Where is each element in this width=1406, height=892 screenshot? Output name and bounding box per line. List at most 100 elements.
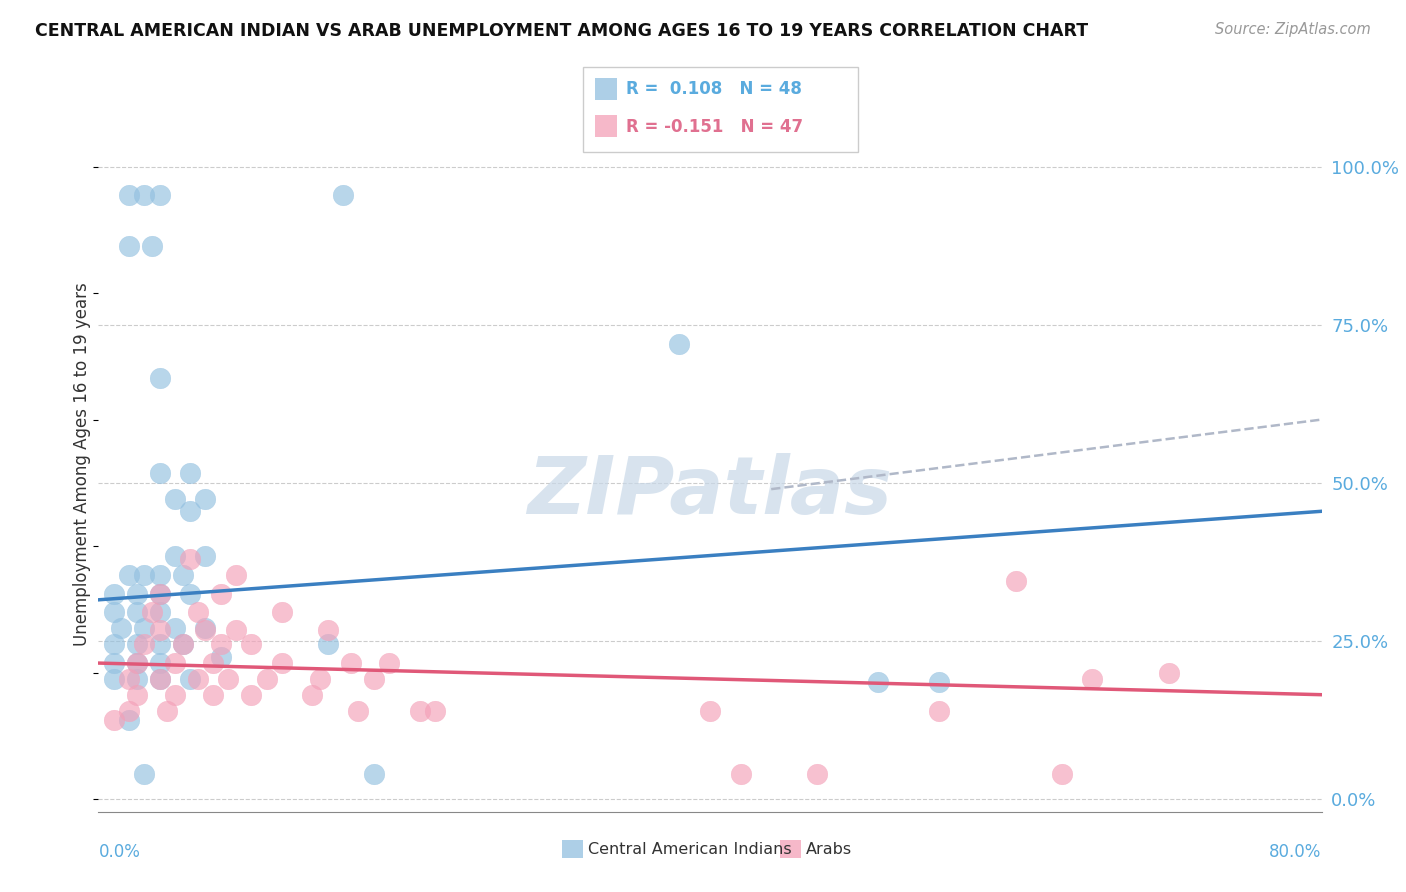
Point <box>118 704 141 718</box>
Point <box>699 704 721 718</box>
Point <box>928 704 950 718</box>
Point <box>149 672 172 686</box>
Point <box>134 621 156 635</box>
Point <box>149 567 172 582</box>
Point <box>806 766 828 780</box>
Point <box>163 688 186 702</box>
Point <box>125 586 148 600</box>
Point <box>172 567 194 582</box>
Y-axis label: Unemployment Among Ages 16 to 19 years: Unemployment Among Ages 16 to 19 years <box>73 282 91 646</box>
Point <box>225 623 247 637</box>
Point <box>194 549 217 563</box>
Point <box>163 549 186 563</box>
Point <box>179 672 201 686</box>
Point <box>103 586 125 600</box>
Point <box>149 188 172 202</box>
Point <box>209 637 232 651</box>
Point <box>118 567 141 582</box>
Point <box>202 656 225 670</box>
Point <box>103 606 125 620</box>
Point <box>134 567 156 582</box>
Text: CENTRAL AMERICAN INDIAN VS ARAB UNEMPLOYMENT AMONG AGES 16 TO 19 YEARS CORRELATI: CENTRAL AMERICAN INDIAN VS ARAB UNEMPLOY… <box>35 22 1088 40</box>
Point <box>125 688 148 702</box>
Point <box>125 656 148 670</box>
Point <box>256 672 278 686</box>
Point <box>225 567 247 582</box>
Point <box>339 656 361 670</box>
Point <box>103 672 125 686</box>
Point <box>928 675 950 690</box>
Point <box>149 467 172 481</box>
Point <box>408 704 430 718</box>
Point <box>202 688 225 702</box>
Point <box>668 336 690 351</box>
Point <box>149 371 172 385</box>
Point <box>125 656 148 670</box>
Point <box>301 688 323 702</box>
Point <box>149 637 172 651</box>
Point <box>103 656 125 670</box>
Point <box>209 649 232 664</box>
Point <box>347 704 370 718</box>
Point <box>240 637 263 651</box>
Point <box>163 621 186 635</box>
Point <box>423 704 446 718</box>
Point <box>309 672 332 686</box>
Point <box>149 672 172 686</box>
Point <box>172 637 194 651</box>
Point <box>118 672 141 686</box>
Point <box>103 637 125 651</box>
Point <box>730 766 752 780</box>
Point <box>110 621 132 635</box>
Point <box>1157 665 1180 680</box>
Point <box>363 672 385 686</box>
Point <box>209 586 232 600</box>
Point <box>149 623 172 637</box>
Point <box>1004 574 1026 588</box>
Point <box>194 621 217 635</box>
Point <box>149 606 172 620</box>
Text: ZIPatlas: ZIPatlas <box>527 452 893 531</box>
Point <box>179 467 201 481</box>
Point <box>134 188 156 202</box>
Point <box>134 766 156 780</box>
Text: 80.0%: 80.0% <box>1270 843 1322 861</box>
Point <box>868 675 890 690</box>
Point <box>217 672 239 686</box>
Point <box>363 766 385 780</box>
Point <box>179 551 201 566</box>
Text: Central American Indians: Central American Indians <box>588 842 792 857</box>
Point <box>141 238 163 252</box>
Point <box>240 688 263 702</box>
Point <box>141 606 163 620</box>
Point <box>187 672 209 686</box>
Point <box>316 623 339 637</box>
Point <box>194 623 217 637</box>
Text: R =  0.108   N = 48: R = 0.108 N = 48 <box>626 80 801 98</box>
Point <box>125 637 148 651</box>
Point <box>187 606 209 620</box>
Point <box>163 491 186 506</box>
Point <box>194 491 217 506</box>
Point <box>125 606 148 620</box>
Point <box>149 656 172 670</box>
Point <box>378 656 401 670</box>
Point <box>332 188 354 202</box>
Point <box>1050 766 1073 780</box>
Point <box>1081 672 1104 686</box>
Text: Arabs: Arabs <box>806 842 852 857</box>
Point <box>179 586 201 600</box>
Point <box>118 713 141 727</box>
Text: R = -0.151   N = 47: R = -0.151 N = 47 <box>626 118 803 136</box>
Point <box>316 637 339 651</box>
Point <box>270 606 292 620</box>
Point <box>125 672 148 686</box>
Point <box>103 713 125 727</box>
Point <box>149 586 172 600</box>
Point <box>179 504 201 518</box>
Point <box>270 656 292 670</box>
Text: Source: ZipAtlas.com: Source: ZipAtlas.com <box>1215 22 1371 37</box>
Text: 0.0%: 0.0% <box>98 843 141 861</box>
Point <box>118 188 141 202</box>
Point <box>163 656 186 670</box>
